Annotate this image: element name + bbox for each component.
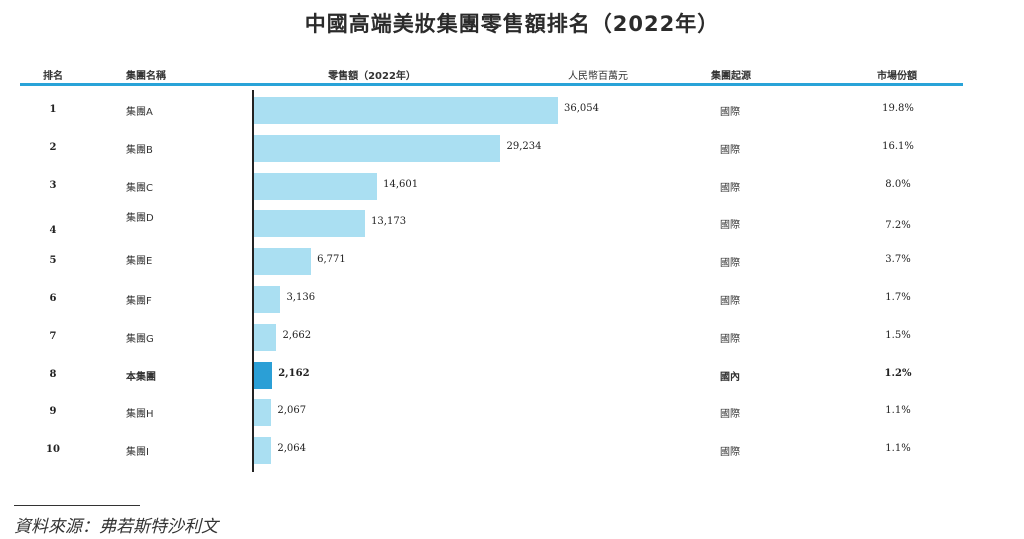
header-market-share: 市場份額 (877, 71, 917, 82)
group-name: 集團A (126, 107, 153, 118)
bar (254, 97, 558, 124)
market-share-value: 8.0% (885, 178, 911, 190)
rank-label: 7 (49, 330, 57, 342)
data-label: 2,064 (277, 443, 307, 455)
origin-label: 國際 (720, 296, 740, 307)
table-row: 1 集團A 36,054 國際 19.8% (0, 92, 1024, 130)
table-row: 5 集團E 6,771 國際 3.7% (0, 243, 1024, 281)
rank-label: 9 (49, 406, 57, 418)
market-share-value: 1.1% (885, 443, 911, 455)
bar-axis (252, 90, 254, 472)
data-label: 2,162 (278, 367, 310, 379)
rank-label: 10 (46, 444, 60, 456)
origin-label: 國內 (720, 371, 740, 383)
market-share-value: 1.5% (885, 329, 911, 341)
bar (254, 134, 501, 162)
header-rank: 排名 (43, 71, 63, 82)
bar (254, 210, 366, 238)
rank-label: 6 (49, 293, 57, 304)
origin-label: 國際 (720, 182, 740, 194)
data-label: 14,601 (383, 178, 419, 190)
group-name: 集團I (126, 447, 149, 459)
data-label: 6,771 (317, 254, 346, 266)
chart-title: 中國高端美妝集團零售額排名（2022年） (304, 12, 720, 36)
market-share-value: 19.8% (882, 103, 914, 114)
table-row: 10 集團I 2,064 國際 1.1% (0, 432, 1024, 470)
rank-label: 4 (49, 225, 57, 237)
bar (254, 286, 281, 313)
data-label: 2,067 (277, 405, 307, 417)
data-label: 29,234 (506, 140, 542, 152)
table-row: 3 集團C 14,601 國際 8.0% (0, 168, 1024, 206)
market-share-value: 1.1% (885, 405, 911, 417)
bar (254, 361, 273, 389)
origin-label: 國際 (720, 333, 740, 345)
bar (254, 172, 378, 200)
rank-label: 2 (49, 141, 57, 153)
rank-label: 1 (49, 104, 57, 115)
data-label: 3,136 (286, 292, 316, 303)
rank-label: 5 (49, 255, 57, 267)
market-share-value: 16.1% (882, 140, 914, 152)
table-row: 7 集團G 2,662 國際 1.5% (0, 319, 1024, 357)
table-row: 4 集團D 13,173 國際 7.2% (0, 205, 1024, 243)
bar (254, 248, 312, 276)
table-row: 6 集團F 3,136 國際 1.7% (0, 281, 1024, 319)
rank-label: 3 (49, 179, 57, 191)
source-note: 資料來源：弗若斯特沙利文 (14, 517, 218, 537)
origin-label: 國際 (720, 258, 740, 270)
header-unit: 人民幣百萬元 (568, 71, 628, 82)
bar (254, 437, 272, 465)
bar (254, 323, 277, 351)
market-share-value: 3.7% (885, 254, 911, 266)
data-label: 2,662 (282, 329, 312, 341)
table-row: 2 集團B 29,234 國際 16.1% (0, 130, 1024, 168)
source-rule (14, 505, 140, 506)
data-label: 36,054 (564, 103, 599, 114)
group-name: 本集團 (126, 371, 156, 383)
group-name: 集團C (126, 182, 153, 194)
data-label: 13,173 (371, 216, 407, 228)
header-group-name: 集團名稱 (126, 71, 166, 82)
header-retail-sales: 零售額（2022年） (328, 71, 416, 82)
origin-label: 國際 (720, 220, 740, 232)
market-share-value: 1.2% (884, 367, 912, 379)
rank-label: 8 (49, 368, 57, 380)
market-share-value: 7.2% (885, 220, 911, 232)
header-origin: 集團起源 (711, 71, 751, 82)
bar (254, 399, 272, 427)
group-name: 集團B (126, 144, 153, 156)
table-row: 9 集團H 2,067 國際 1.1% (0, 394, 1024, 432)
group-name: 集團G (126, 333, 154, 345)
header-rule (20, 83, 963, 86)
group-name: 集團D (126, 213, 154, 225)
table-row: 8 本集團 2,162 國內 1.2% (0, 357, 1024, 395)
group-name: 集團F (126, 296, 152, 307)
origin-label: 國際 (720, 107, 740, 118)
group-name: 集團E (126, 256, 153, 268)
market-share-value: 1.7% (885, 292, 911, 303)
origin-label: 國際 (720, 447, 740, 459)
origin-label: 國際 (720, 409, 740, 421)
origin-label: 國際 (720, 144, 740, 156)
group-name: 集團H (126, 409, 154, 421)
